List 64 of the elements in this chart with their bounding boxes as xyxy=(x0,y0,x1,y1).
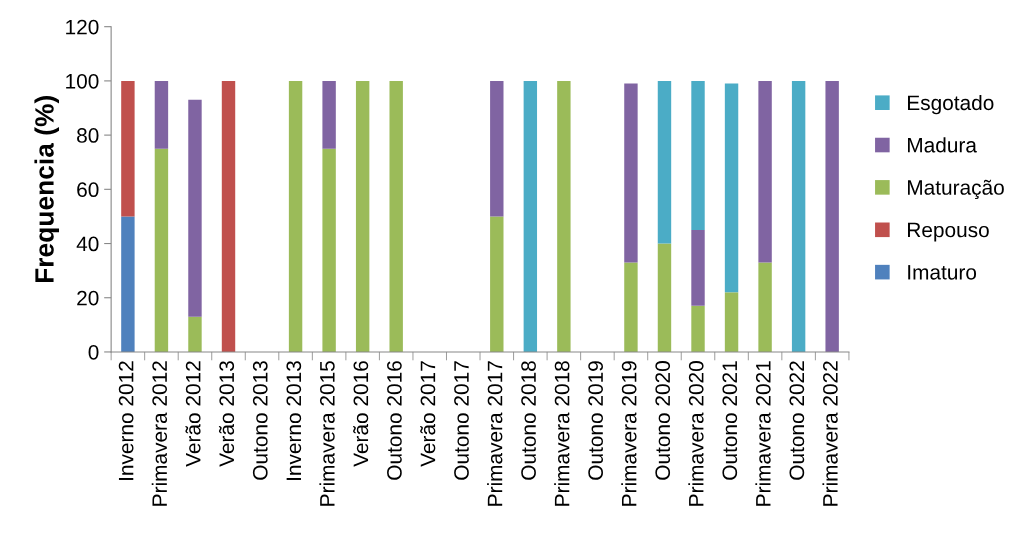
bar xyxy=(121,216,135,352)
bar xyxy=(322,148,336,352)
x-tick-label: Primavera 2022 xyxy=(822,361,838,506)
legend-label: Esgotado xyxy=(908,94,994,115)
bar xyxy=(657,243,672,352)
bar xyxy=(691,229,705,306)
x-tick-label: Primavera 2017 xyxy=(487,361,503,506)
bar xyxy=(691,305,705,352)
bar xyxy=(657,80,672,244)
x-tick-label: Inverno 2012 xyxy=(118,361,134,480)
x-tick-label: Primavera 2020 xyxy=(688,361,704,506)
x-tick-label: Outono 2016 xyxy=(387,361,402,480)
legend-label: Imaturo xyxy=(908,265,977,280)
bar xyxy=(791,80,806,352)
bar xyxy=(322,80,336,149)
x-tick-label: Verão 2016 xyxy=(353,361,369,467)
x-tick-label: Outono 2020 xyxy=(655,361,671,480)
bar xyxy=(557,80,571,352)
bar xyxy=(355,80,370,352)
x-tick-label: Primavera 2012 xyxy=(151,361,168,506)
x-tick-label: Outono 2022 xyxy=(789,361,805,480)
bar xyxy=(154,80,169,149)
bar xyxy=(121,80,135,217)
legend-label: Madura xyxy=(908,137,977,153)
x-tick-label: Outono 2021 xyxy=(722,361,738,480)
x-tick-label: Outono 2018 xyxy=(521,361,536,480)
bar xyxy=(724,83,739,293)
y-tick-label: 100 xyxy=(66,73,99,89)
bar xyxy=(389,80,403,352)
x-tick-label: Outono 2017 xyxy=(454,361,469,480)
bar xyxy=(691,80,705,230)
legend-label: Maturação xyxy=(908,179,1004,200)
bar xyxy=(624,83,638,263)
bar xyxy=(490,80,504,217)
x-tick-label: Inverno 2013 xyxy=(286,361,302,480)
y-tick-label: 60 xyxy=(77,182,99,198)
bar xyxy=(288,80,303,352)
x-tick-label: Verão 2017 xyxy=(420,361,436,467)
bar xyxy=(523,80,538,352)
y-tick-label: 20 xyxy=(77,290,99,306)
bar xyxy=(188,316,202,352)
x-tick-label: Verão 2013 xyxy=(218,361,235,467)
bar xyxy=(490,216,504,352)
bar xyxy=(624,262,638,352)
x-tick-label: Primavera 2019 xyxy=(621,361,637,506)
y-tick-label: 80 xyxy=(77,128,99,143)
bar xyxy=(188,99,202,317)
bar xyxy=(154,148,169,352)
y-tick-label: 0 xyxy=(88,344,99,360)
bar xyxy=(221,80,236,352)
x-tick-label: Verão 2012 xyxy=(185,361,201,467)
bar xyxy=(758,262,772,352)
x-tick-label: Primavera 2015 xyxy=(319,361,335,506)
legend-label: Repouso xyxy=(908,222,989,242)
bar xyxy=(758,80,772,263)
x-tick-label: Outono 2019 xyxy=(588,361,603,480)
bar xyxy=(724,292,739,352)
bar xyxy=(825,80,839,352)
y-axis-title: Frequencia (%) xyxy=(34,96,60,283)
x-tick-label: Outono 2013 xyxy=(252,361,268,480)
x-tick-label: Primavera 2021 xyxy=(755,361,771,506)
y-tick-label: 120 xyxy=(66,19,99,35)
y-tick-label: 40 xyxy=(76,236,99,252)
x-tick-label: Primavera 2018 xyxy=(554,361,570,506)
